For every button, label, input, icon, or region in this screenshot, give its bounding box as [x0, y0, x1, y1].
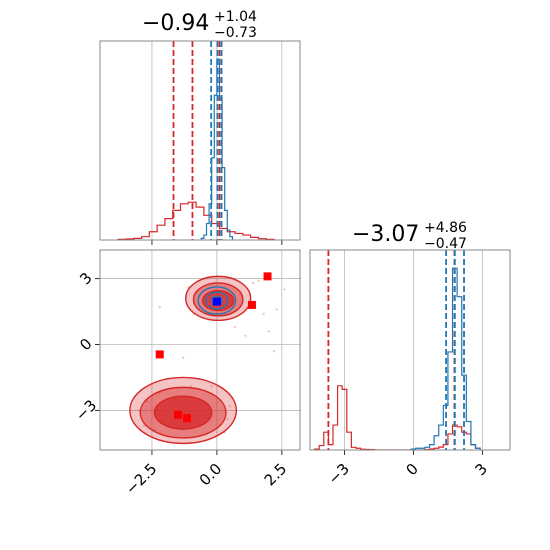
bottom-left-plot-area	[129, 272, 286, 445]
bottom-left-truth-marker-1	[247, 300, 256, 309]
bottom-left-series-0-sample-point-21	[182, 356, 185, 359]
bottom-left-series-0-sample-point-11	[262, 312, 265, 315]
bottom-left-series-0-sample-point-13	[257, 279, 260, 282]
bottom-right-series-0-histogram-step	[313, 385, 481, 450]
top-left-plot-area	[117, 41, 275, 240]
title-top-left-upper: +1.04	[214, 9, 257, 25]
bottom-left-truth-marker-4	[183, 414, 192, 423]
top-left-axes-frame	[99, 40, 301, 241]
title-top-left: −0.94 +1.04 −0.73	[142, 9, 257, 41]
bottom-right-series-1-histogram-step	[410, 267, 481, 450]
bottom-left-series-0-sample-point-18	[158, 306, 161, 309]
bottom-left-series-0-sample-point-12	[275, 308, 278, 311]
bottom-left-truth-marker-2	[155, 350, 164, 359]
bottom-left-series-0-sample-point-20	[283, 288, 286, 291]
bottom-right-x-ticklabel-0: −3	[325, 460, 353, 488]
bottom-left-x-ticklabel-0: −2.5	[122, 460, 160, 498]
title-bottom-right-lower: −0.47	[424, 236, 467, 252]
bottom-left-series-0-sample-point-19	[233, 325, 237, 329]
bottom-left-series-0-sample-point-22	[244, 334, 247, 337]
title-bottom-right-value: −3.07	[352, 222, 419, 247]
bottom-left-axes-frame	[99, 249, 301, 451]
bottom-left-series-0-sample-point-2	[137, 409, 141, 412]
title-bottom-right-upper: +4.86	[424, 220, 467, 236]
bottom-left-truth-marker-0	[263, 272, 272, 281]
bottom-right-plot-area	[313, 250, 481, 450]
bottom-left-series-0-sample-point-0	[143, 424, 146, 427]
bottom-left-x-ticklabel-2: 2.5	[261, 460, 291, 490]
bottom-left-series-1-contour-1	[205, 291, 229, 310]
bottom-right-x-ticklabel-1: 0	[402, 460, 421, 479]
bottom-left-series-0-sample-point-17	[272, 349, 276, 353]
bottom-left-truth-marker-3	[173, 410, 182, 419]
scatter-panel-bottom-left: −2.5 0.0 2.5 −3 0 3	[72, 249, 301, 498]
title-bottom-right: −3.07 +4.86 −0.47	[352, 220, 467, 252]
bottom-left-series-0-sample-point-1	[145, 400, 148, 403]
bottom-left-series-0-contour-2	[153, 395, 213, 430]
bottom-left-y-ticklabel-0: −3	[72, 396, 100, 424]
bottom-left-series-0-sample-point-10	[252, 281, 255, 285]
bottom-left-series-0-sample-point-9	[189, 385, 193, 388]
bottom-left-y-ticklabel-1: 0	[76, 335, 95, 354]
histogram-panel-top-left	[99, 40, 301, 245]
histogram-panel-bottom-right: −3 0 3	[309, 249, 511, 488]
bottom-left-series-0-sample-point-7	[210, 385, 213, 388]
title-top-left-value: −0.94	[142, 11, 209, 36]
bottom-left-series-1-contour-0	[197, 286, 237, 315]
title-top-left-lower: −0.73	[214, 25, 257, 41]
bottom-left-series-0-sample-point-5	[226, 418, 229, 421]
bottom-left-y-ticklabel-2: 3	[76, 269, 95, 288]
bottom-left-series-0-sample-point-6	[228, 404, 231, 408]
bottom-left-truth-marker-5	[212, 297, 221, 306]
bottom-right-axes-frame	[309, 249, 511, 451]
bottom-left-series-0-sample-point-16	[267, 330, 270, 333]
top-left-series-0-histogram-step	[117, 201, 275, 240]
bottom-right-x-ticklabel-2: 3	[471, 460, 490, 479]
bottom-left-x-ticklabel-1: 0.0	[196, 460, 226, 490]
